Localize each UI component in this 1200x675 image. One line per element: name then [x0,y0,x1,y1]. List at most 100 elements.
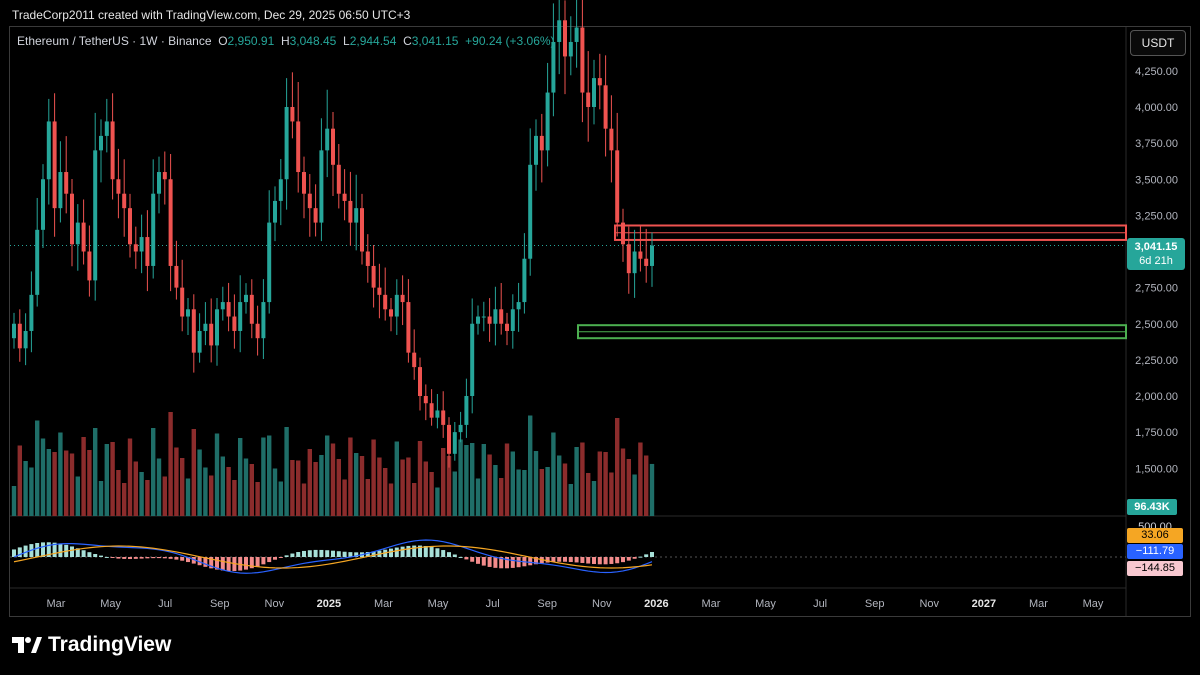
brand-name: TradingView [48,633,172,656]
volume-bar [562,463,568,516]
candle-body [232,316,237,331]
macd-histogram-bar [52,542,57,557]
volume-bar [238,438,243,516]
candle-body [174,265,179,288]
volume-bar [290,460,295,516]
candle-body [157,172,161,194]
macd-histogram-bar [331,550,335,557]
macd-histogram-bar [621,557,625,563]
candle-body [534,135,538,165]
volume-bar [412,483,417,516]
macd-histogram-bar [35,543,40,557]
candle-body [412,352,417,368]
x-axis: Mar May Jul Sep Nov 2025 Mar May Jul Sep Nov 2026 Ma… [47,598,1104,610]
volume-bar [365,479,370,516]
volume-bar [342,479,347,516]
candle-body [354,208,359,223]
close-label: C [403,34,412,48]
open-value: 2,950.91 [227,34,275,48]
macd-histogram-bar [180,557,185,561]
volume-bar [649,463,655,516]
macd-histogram-bar [493,557,498,568]
candle-body [162,172,167,180]
volume-tag: 96.43K [1127,499,1177,515]
candle-body [128,208,132,245]
candle-body [17,323,22,349]
macd-histogram-bar [220,557,225,571]
volume-bar [603,452,608,516]
candle-body [586,92,591,107]
x-tick-label: Jul [486,598,500,610]
volume-bar [156,458,162,516]
candle-layer [12,0,654,468]
volume-bar [52,452,57,516]
last-price-tag: 3,041.15 6d 21h [1127,238,1185,270]
macd-histogram-bar [557,557,562,562]
tradingview-logo[interactable]: TradingView [12,633,171,657]
volume-bar [330,443,336,516]
y-tick-label: 3,750.00 [1135,138,1178,150]
macd-histogram-bar [87,552,92,557]
candle-body [133,244,138,252]
volume-bar [359,456,365,516]
macd-histogram-bar [389,548,393,557]
macd-histogram-bar [400,546,405,557]
currency-button[interactable]: USDT [1130,30,1186,56]
candle-body [278,179,283,201]
macd-histogram-bar [255,557,260,567]
macd-histogram-bar [267,557,272,563]
x-tick-label: 2025 [317,598,341,610]
macd-histogram-bar [464,557,469,560]
macd-histogram-bar [586,557,591,564]
volume-bar [104,444,109,516]
x-tick-label: Nov [919,598,939,610]
candle-body [429,403,434,418]
macd-histogram-bar [510,557,515,568]
macd-histogram-bar [139,557,144,559]
candle-body [220,302,225,310]
macd-histogram-bar [296,552,301,557]
candle-body [238,302,243,331]
macd-histogram-bar [261,557,266,565]
candle-body [458,424,463,433]
volume-bar [429,472,434,516]
x-tick-label: May [1083,598,1104,610]
macd-histogram-bar [528,557,533,566]
candle-body [35,229,40,295]
x-tick-label: May [100,598,121,610]
volume-bar [475,478,481,516]
volume-bar [17,445,22,516]
candle-body [145,237,150,266]
macd-histogram-bar [481,557,486,566]
volume-bar [557,455,562,516]
candle-body [638,251,643,259]
macd-histogram-bar [563,557,567,562]
high-label: H [280,34,290,48]
volume-bar [185,478,191,516]
macd-histogram-bar [603,557,608,565]
volume-bar [394,441,399,516]
macd-histogram-bar [447,552,451,557]
volume-bar [568,484,573,516]
volume-bar [325,435,330,516]
candle-body [528,164,533,259]
candle-body [191,309,196,353]
candle-body [592,78,596,107]
volume-bar [98,481,104,516]
volume-bar [174,447,179,516]
macd-histogram-bar [534,557,538,565]
macd-histogram-bar [470,557,475,562]
candle-body [394,294,399,317]
volume-bar [272,468,278,516]
signal-line [13,545,653,569]
candle-body [342,193,347,201]
x-tick-label: May [755,598,776,610]
x-tick-label: Mar [374,598,393,610]
volume-bar [69,453,75,516]
candle-body [487,316,492,324]
macd-histogram-bar [592,557,596,564]
macd-histogram-bar [186,557,190,563]
macd-histogram-bar [168,557,173,559]
y-axis: 4,250.00 4,000.00 3,750.00 3,500.00 3,250.00… [1135,66,1178,475]
